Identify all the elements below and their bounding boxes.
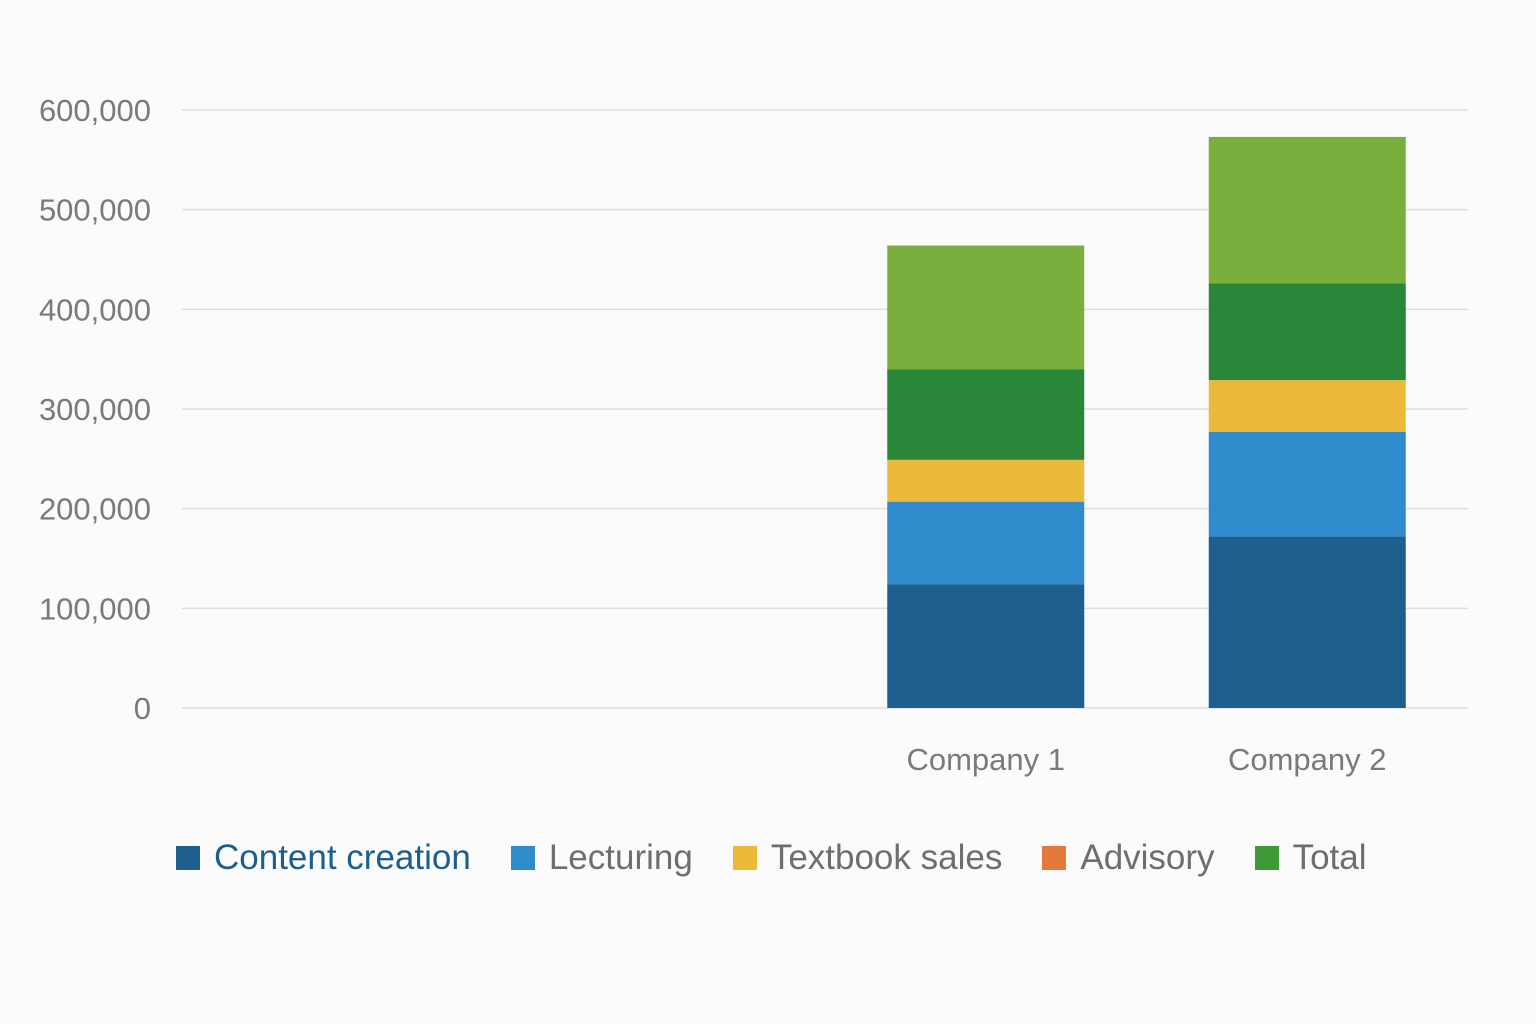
legend-swatch — [1042, 846, 1067, 870]
y-tick-label: 400,000 — [39, 292, 151, 327]
bar-segment[interactable] — [1208, 380, 1406, 432]
x-axis-ticks: Company 1 Company 2 — [906, 742, 1386, 777]
legend-label: Textbook sales — [770, 838, 1003, 877]
bar-segment[interactable] — [887, 245, 1085, 370]
legend-item-0[interactable]: Content creation — [176, 838, 471, 878]
legend-item-4[interactable]: Total — [1254, 838, 1367, 878]
legend-label: Advisory — [1080, 838, 1215, 877]
legend-label: Total — [1292, 838, 1367, 877]
legend-item-3[interactable]: Advisory — [1042, 838, 1215, 878]
legend-swatch — [732, 846, 757, 870]
x-tick-label: Company 1 — [906, 742, 1065, 777]
bar-segment[interactable] — [887, 459, 1085, 502]
legend-item-1[interactable]: Lecturing — [510, 838, 693, 878]
y-tick-label: 300,000 — [39, 392, 151, 427]
legend-label: Lecturing — [548, 838, 693, 877]
bar-segment[interactable] — [887, 584, 1085, 708]
y-tick-label: 0 — [134, 691, 151, 726]
legend-swatch — [176, 846, 200, 870]
y-tick-label: 100,000 — [39, 591, 151, 626]
gridlines — [182, 109, 1468, 709]
legend: Content creation Lecturing Textbook sale… — [176, 838, 1476, 878]
legend-label: Content creation — [214, 838, 471, 877]
bar-segment[interactable] — [1208, 283, 1406, 381]
legend-item-2[interactable]: Textbook sales — [732, 838, 1003, 878]
y-axis-ticks: 0 100,000 200,000 300,000 400,000 500,000 600,… — [39, 93, 151, 726]
legend-swatch — [1254, 846, 1279, 870]
bar-segment[interactable] — [1208, 536, 1406, 708]
x-tick-label: Company 2 — [1228, 742, 1387, 777]
y-tick-label: 500,000 — [39, 193, 151, 228]
bar-segment[interactable] — [1208, 136, 1406, 284]
y-tick-label: 200,000 — [39, 492, 151, 527]
y-tick-label: 600,000 — [39, 93, 151, 128]
legend-swatch — [510, 846, 535, 870]
bar-segment[interactable] — [887, 369, 1085, 460]
bar-segment[interactable] — [1208, 431, 1406, 537]
bars — [887, 136, 1406, 708]
bar-segment[interactable] — [887, 501, 1085, 585]
